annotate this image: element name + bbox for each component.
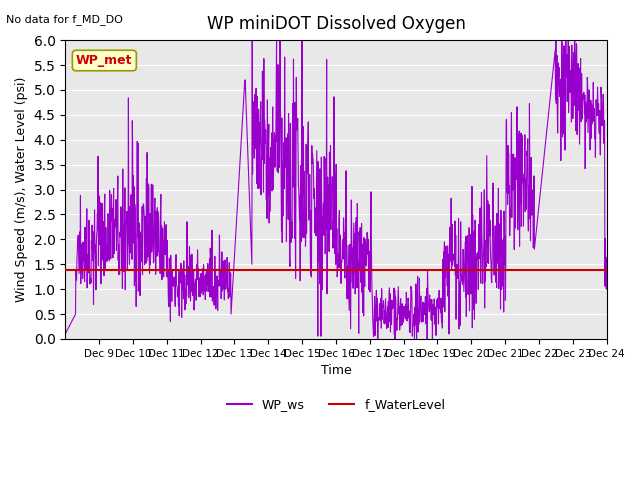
Y-axis label: Wind Speed (m/s), Water Level (psi): Wind Speed (m/s), Water Level (psi): [15, 77, 28, 302]
Text: WP_met: WP_met: [76, 54, 132, 67]
Title: WP miniDOT Dissolved Oxygen: WP miniDOT Dissolved Oxygen: [207, 15, 465, 33]
X-axis label: Time: Time: [321, 364, 351, 377]
Text: No data for f_MD_DO: No data for f_MD_DO: [6, 14, 124, 25]
Legend: WP_ws, f_WaterLevel: WP_ws, f_WaterLevel: [221, 394, 451, 416]
